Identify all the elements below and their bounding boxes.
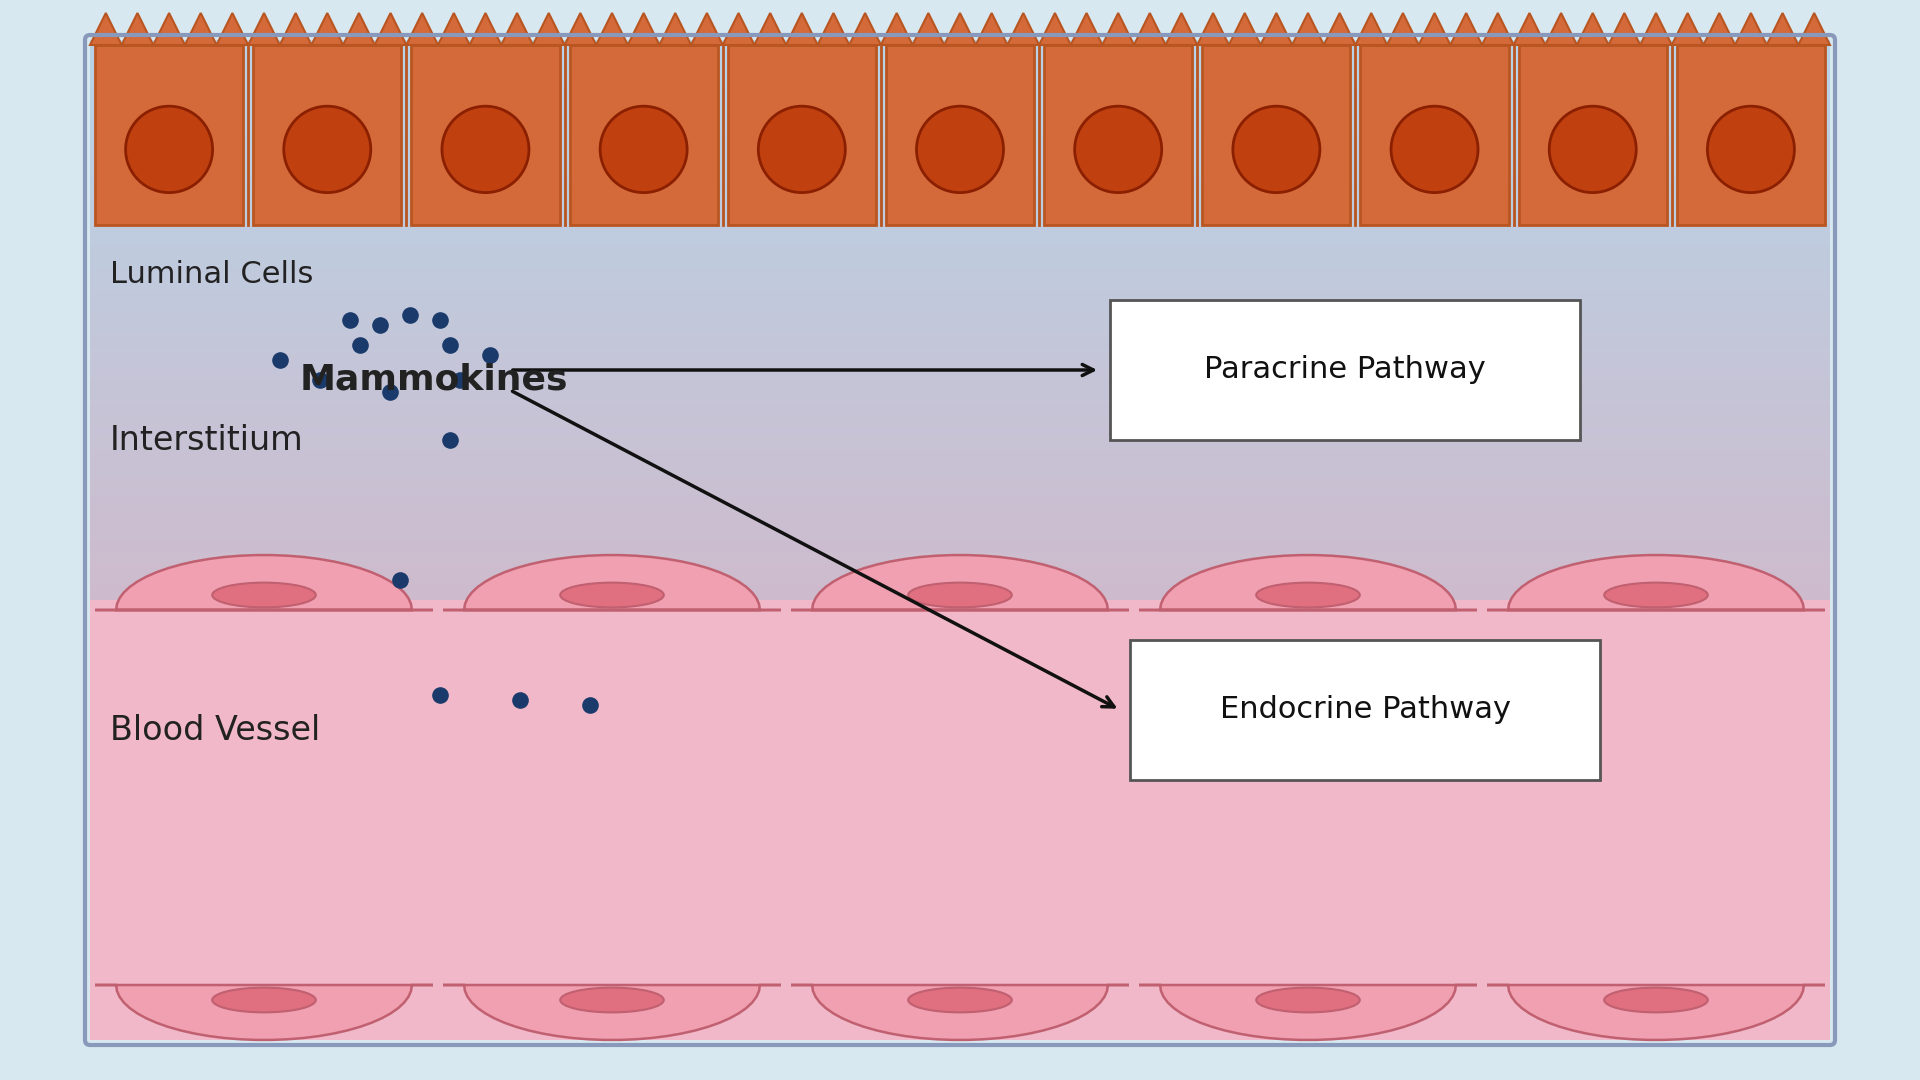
Ellipse shape xyxy=(758,106,845,192)
Ellipse shape xyxy=(125,106,213,192)
Ellipse shape xyxy=(213,582,315,607)
Text: Blood Vessel: Blood Vessel xyxy=(109,714,321,746)
Polygon shape xyxy=(444,555,781,610)
Polygon shape xyxy=(1486,985,1826,1040)
Point xyxy=(365,316,396,334)
Polygon shape xyxy=(90,13,1830,45)
Point xyxy=(434,336,465,353)
Point xyxy=(396,307,426,324)
Point xyxy=(505,691,536,708)
FancyBboxPatch shape xyxy=(1044,45,1192,225)
Ellipse shape xyxy=(1549,106,1636,192)
Point xyxy=(445,372,476,389)
Ellipse shape xyxy=(442,106,528,192)
Polygon shape xyxy=(1139,555,1476,610)
FancyBboxPatch shape xyxy=(94,45,244,225)
Point xyxy=(265,351,296,368)
Ellipse shape xyxy=(1075,106,1162,192)
Text: Luminal Cells: Luminal Cells xyxy=(109,260,313,289)
Bar xyxy=(90,600,1830,1040)
Ellipse shape xyxy=(1256,582,1359,607)
Polygon shape xyxy=(1486,555,1826,610)
Ellipse shape xyxy=(284,106,371,192)
FancyBboxPatch shape xyxy=(1361,45,1509,225)
Ellipse shape xyxy=(1707,106,1795,192)
FancyBboxPatch shape xyxy=(253,45,401,225)
Ellipse shape xyxy=(1392,106,1478,192)
FancyBboxPatch shape xyxy=(570,45,718,225)
FancyBboxPatch shape xyxy=(885,45,1035,225)
Ellipse shape xyxy=(908,987,1012,1012)
Point xyxy=(334,311,365,328)
Polygon shape xyxy=(94,985,434,1040)
Polygon shape xyxy=(94,555,434,610)
Point xyxy=(434,431,465,448)
FancyBboxPatch shape xyxy=(1676,45,1826,225)
Ellipse shape xyxy=(601,106,687,192)
Text: Mammokines: Mammokines xyxy=(300,363,568,397)
Text: Paracrine Pathway: Paracrine Pathway xyxy=(1204,355,1486,384)
Point xyxy=(574,697,605,714)
FancyBboxPatch shape xyxy=(1202,45,1350,225)
Point xyxy=(305,372,336,389)
Point xyxy=(384,571,415,589)
Ellipse shape xyxy=(908,582,1012,607)
FancyBboxPatch shape xyxy=(1131,640,1599,780)
Ellipse shape xyxy=(916,106,1004,192)
Ellipse shape xyxy=(1233,106,1319,192)
Point xyxy=(424,311,455,328)
Polygon shape xyxy=(791,555,1129,610)
Point xyxy=(474,347,505,364)
Text: Interstitium: Interstitium xyxy=(109,423,303,457)
Polygon shape xyxy=(1139,985,1476,1040)
FancyBboxPatch shape xyxy=(411,45,559,225)
Ellipse shape xyxy=(561,987,664,1012)
FancyBboxPatch shape xyxy=(1110,300,1580,440)
Ellipse shape xyxy=(1605,987,1707,1012)
Ellipse shape xyxy=(1256,987,1359,1012)
Point xyxy=(424,687,455,704)
Ellipse shape xyxy=(1605,582,1707,607)
Polygon shape xyxy=(791,985,1129,1040)
Ellipse shape xyxy=(213,987,315,1012)
Text: Endocrine Pathway: Endocrine Pathway xyxy=(1219,696,1511,725)
FancyBboxPatch shape xyxy=(1519,45,1667,225)
Point xyxy=(346,336,376,353)
Ellipse shape xyxy=(561,582,664,607)
FancyBboxPatch shape xyxy=(728,45,876,225)
Polygon shape xyxy=(444,985,781,1040)
Point xyxy=(374,383,405,401)
